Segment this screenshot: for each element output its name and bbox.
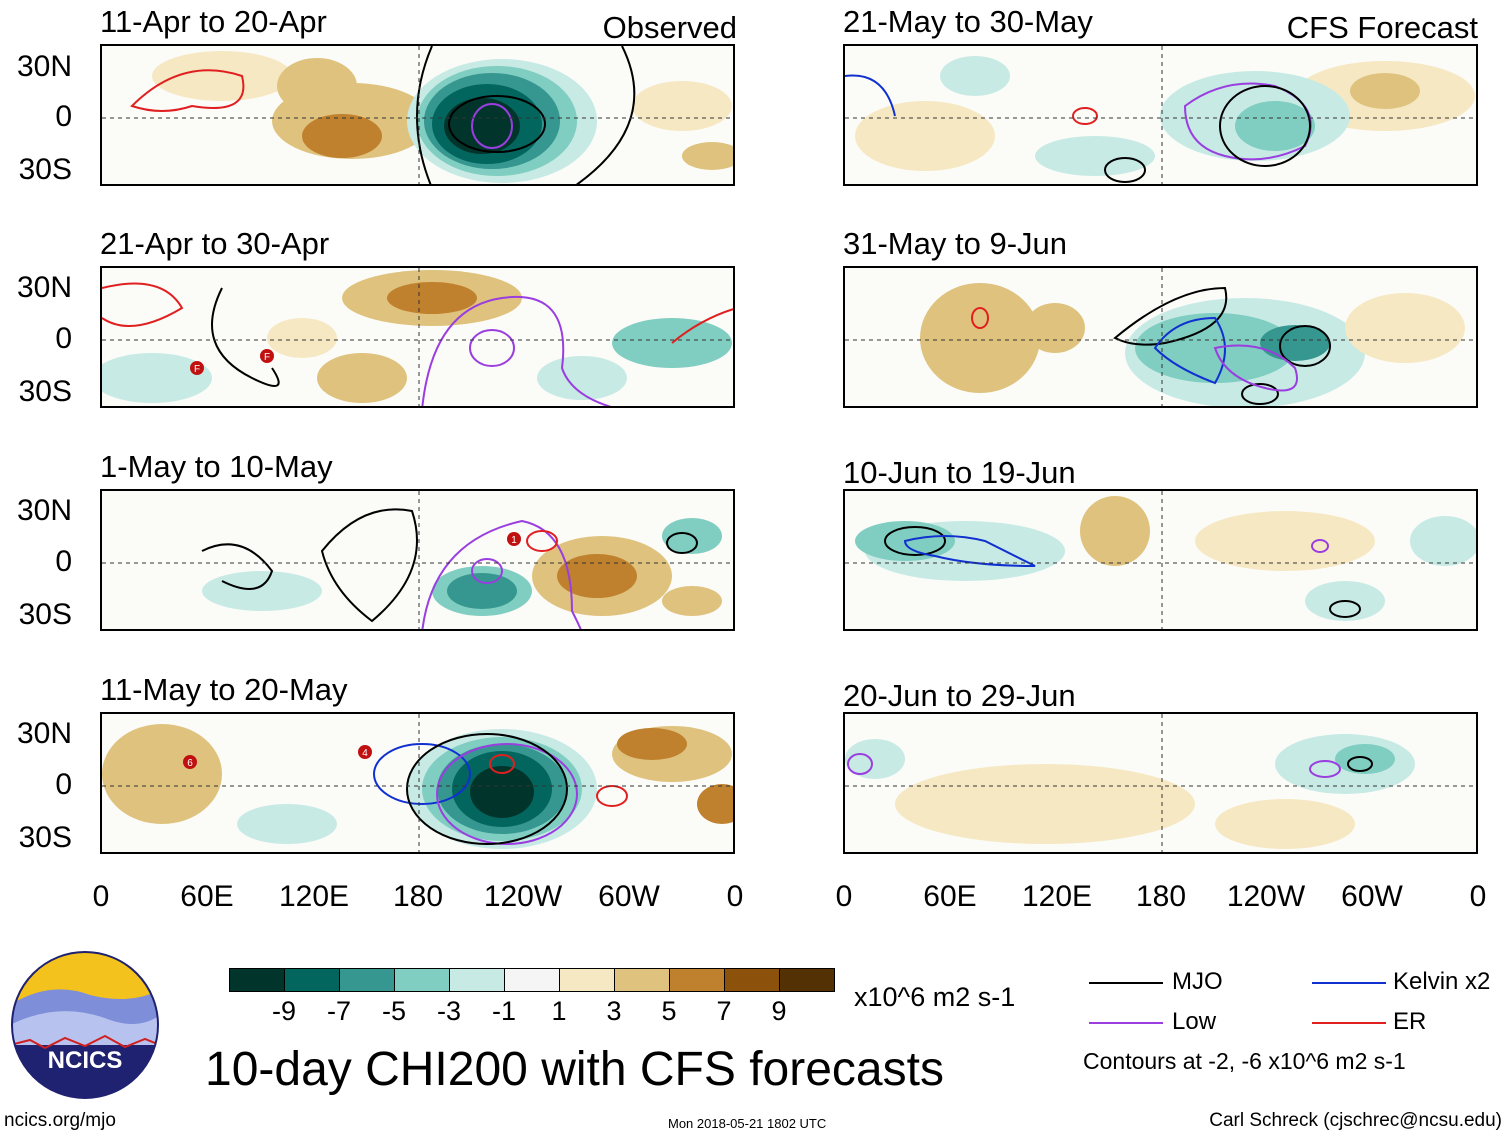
lon-label: 0 [92,880,110,913]
map-panel-fc-3 [843,489,1478,631]
colorbar-swatch [779,968,835,992]
lon-label: 120E [278,880,350,913]
lon-label: 0 [726,880,744,913]
panel-title-obs-1: 11-Apr to 20-Apr [100,4,327,39]
legend-note: Contours at -2, -6 x10^6 m2 s-1 [1083,1048,1406,1074]
storm-marker-4: 4 [362,748,368,759]
lat-label-30s: 30S [18,821,72,854]
panel-title-fc-3: 10-Jun to 19-Jun [843,455,1076,490]
map-panel-obs-4: 4 6 [100,712,735,854]
map-panel-obs-3: 1 [100,489,735,631]
colorbar-tick-label: 7 [716,996,732,1026]
lat-label-30n: 30N [16,717,72,750]
lon-label: 180 [392,880,444,913]
logo-graphic: NCICS [11,951,159,1099]
lat-label-0: 0 [55,545,72,578]
storm-marker-1: F [264,352,270,363]
lat-label-30s: 30S [18,598,72,631]
colorbar-tick-label: -1 [491,996,516,1026]
legend-mjo-line [1089,982,1163,984]
lon-label: 120E [1021,880,1093,913]
legend-kelvin-line [1312,982,1386,984]
colorbar-tick-label: -9 [271,996,296,1026]
lon-label: 120W [483,880,563,913]
main-title: 10-day CHI200 with CFS forecasts [205,1043,944,1096]
colorbar-swatch [339,968,395,992]
lon-label: 0 [835,880,853,913]
colorbar-swatch [669,968,725,992]
colorbar-swatch [394,968,450,992]
colorbar-swatch [284,968,340,992]
panel-title-obs-3: 1-May to 10-May [100,449,333,484]
logo-text: NCICS [48,1047,123,1074]
colorbar-swatch [559,968,615,992]
storm-marker-5: 6 [187,758,193,769]
colorbar-swatch [229,968,285,992]
map-panel-fc-1 [843,44,1478,186]
legend-er-line [1312,1022,1386,1024]
footer-timestamp: Mon 2018-05-21 1802 UTC [668,1116,827,1131]
colorbar: -9 -7 -5 -3 -1 1 3 5 7 9 [229,968,835,1028]
lat-label-30n: 30N [16,271,72,304]
colorbar-tick-label: 3 [606,996,622,1026]
colorbar-tick-label: 1 [551,996,567,1026]
lat-label-30n: 30N [16,50,72,83]
cfs-forecast-label: CFS Forecast [1286,10,1478,45]
colorbar-swatch [449,968,505,992]
map-panel-fc-2 [843,266,1478,408]
map-panel-obs-1 [100,44,735,186]
legend-er-label: ER [1393,1008,1427,1035]
colorbar-tick-label: 5 [661,996,677,1026]
lat-label-30s: 30S [18,375,72,408]
map-panel-obs-2: F F [100,266,735,408]
footer-credit: Carl Schreck (cjschrec@ncsu.edu) [1209,1110,1502,1131]
panel-title-fc-2: 31-May to 9-Jun [843,226,1067,261]
colorbar-units: x10^6 m2 s-1 [854,982,1016,1012]
storm-marker-2: F [194,364,200,375]
storm-marker-3: 1 [511,535,517,546]
panel-title-obs-4: 11-May to 20-May [100,672,348,707]
legend-low-line [1089,1022,1163,1024]
panel-title-obs-2: 21-Apr to 30-Apr [100,226,330,261]
colorbar-tick-label: 9 [771,996,787,1026]
colorbar-swatch [504,968,560,992]
legend-mjo-label: MJO [1172,968,1223,995]
colorbar-swatch [724,968,780,992]
colorbar-tick-label: -3 [436,996,461,1026]
map-panel-fc-4 [843,712,1478,854]
lon-label: 120W [1226,880,1306,913]
lon-label: 60E [180,880,234,913]
lon-label: 60W [598,880,660,913]
lon-label: 0 [1469,880,1487,913]
footer-url[interactable]: ncics.org/mjo [4,1110,116,1131]
legend-low-label: Low [1172,1008,1217,1035]
lat-label-30s: 30S [18,153,72,186]
observed-label: Observed [602,10,737,45]
lat-label-0: 0 [55,322,72,355]
lon-label: 60W [1341,880,1403,913]
colorbar-swatch [614,968,670,992]
lat-label-0: 0 [55,100,72,133]
colorbar-tick-label: -7 [326,996,351,1026]
lat-label-0: 0 [55,768,72,801]
panel-title-fc-4: 20-Jun to 29-Jun [843,678,1076,713]
lon-label: 180 [1135,880,1187,913]
panel-title-fc-1: 21-May to 30-May [843,4,1093,39]
lon-label: 60E [923,880,977,913]
ncics-logo: NCICS [10,950,160,1100]
lat-label-30n: 30N [16,494,72,527]
colorbar-tick-label: -5 [381,996,406,1026]
legend-kelvin-label: Kelvin x2 [1393,968,1491,995]
